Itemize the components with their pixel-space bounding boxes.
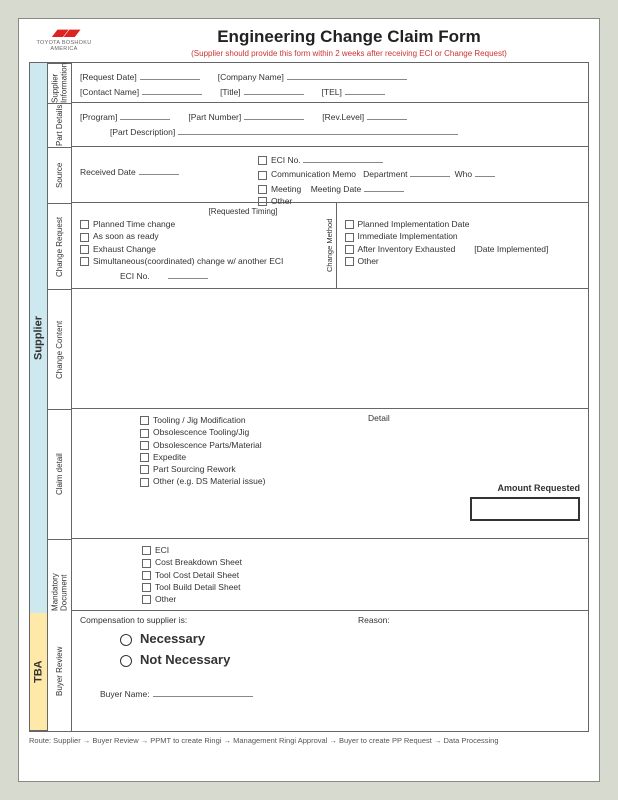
checkbox-planned-time[interactable] [80, 220, 89, 229]
checkbox-doc-eci[interactable] [142, 546, 151, 555]
amount-requested-label: Amount Requested [368, 483, 580, 493]
checkbox-method-other[interactable] [345, 257, 354, 266]
checkbox-after-inventory[interactable] [345, 245, 354, 254]
checkbox-eci-no[interactable] [258, 156, 267, 165]
page-title: Engineering Change Claim Form [109, 27, 589, 47]
route-footer: Route: Supplier → Buyer Review → PPMT to… [29, 736, 589, 745]
row-part-details: [Program] [Part Number] [Rev.Level] [Par… [72, 103, 588, 147]
logo: ▰▰ TOYOTA BOSHOKU AMERICA [29, 27, 99, 52]
field-part-description[interactable]: [Part Description] [110, 125, 458, 137]
checkbox-immediate[interactable] [345, 233, 354, 242]
checkbox-doc-tool-cost[interactable] [142, 571, 151, 580]
role-strip: Supplier TBA [30, 63, 48, 731]
checkbox-simultaneous[interactable] [80, 257, 89, 266]
slabel-source: Source [48, 147, 71, 203]
checkbox-exhaust[interactable] [80, 245, 89, 254]
form-page: ▰▰ TOYOTA BOSHOKU AMERICA Engineering Ch… [18, 18, 600, 782]
field-part-number[interactable]: [Part Number] [188, 110, 304, 122]
reason-label: Reason: [358, 615, 580, 625]
radio-not-necessary[interactable] [120, 655, 132, 667]
section-labels: Supplier Information Part Details Source… [48, 63, 72, 731]
supplier-strip: Supplier [30, 63, 47, 613]
detail-label: Detail [368, 413, 580, 423]
radio-necessary[interactable] [120, 634, 132, 646]
checkbox-obs-tooling[interactable] [140, 429, 149, 438]
logo-mark: ▰▰ [29, 27, 99, 38]
field-program[interactable]: [Program] [80, 110, 170, 122]
form-grid: Supplier TBA Supplier Information Part D… [29, 62, 589, 732]
row-change-content[interactable] [72, 289, 588, 409]
row-claim-detail: Tooling / Jig Modification Obsolescence … [72, 409, 588, 539]
field-rev-level[interactable]: [Rev.Level] [322, 110, 407, 122]
slabel-supplier-info: Supplier Information [48, 63, 71, 103]
checkbox-meeting[interactable] [258, 185, 267, 194]
row-supplier-info: [Request Date] [Company Name] [Contact N… [72, 63, 588, 103]
checkbox-tooling-mod[interactable] [140, 416, 149, 425]
checkbox-expedite[interactable] [140, 453, 149, 462]
row-mandatory-doc: ECI Cost Breakdown Sheet Tool Cost Detai… [72, 539, 588, 611]
row-buyer-review: Compensation to supplier is: Necessary N… [72, 611, 588, 731]
slabel-mandatory-doc: Mandatory Document [48, 539, 71, 611]
tba-strip: TBA [30, 613, 47, 731]
checkbox-obs-parts[interactable] [140, 441, 149, 450]
field-request-date[interactable]: [Request Date] [80, 70, 200, 82]
checkbox-claim-other[interactable] [140, 478, 149, 487]
checkbox-doc-other[interactable] [142, 595, 151, 604]
field-received-date[interactable]: Received Date [80, 165, 179, 177]
checkbox-planned-impl[interactable] [345, 220, 354, 229]
checkbox-comm-memo[interactable] [258, 171, 267, 180]
field-contact-name[interactable]: [Contact Name] [80, 85, 202, 97]
slabel-claim-detail: Claim detail [48, 409, 71, 539]
rows: [Request Date] [Company Name] [Contact N… [72, 63, 588, 731]
checkbox-doc-cost-breakdown[interactable] [142, 559, 151, 568]
amount-requested-input[interactable] [470, 497, 580, 521]
slabel-change-content: Change Content [48, 289, 71, 409]
checkbox-doc-tool-build[interactable] [142, 583, 151, 592]
field-tel[interactable]: [TEL] [322, 85, 385, 97]
slabel-buyer-review: Buyer Review [48, 611, 71, 731]
header: ▰▰ TOYOTA BOSHOKU AMERICA Engineering Ch… [29, 27, 589, 58]
page-subtitle: (Supplier should provide this form withi… [109, 49, 589, 58]
field-title[interactable]: [Title] [220, 85, 303, 97]
field-company-name[interactable]: [Company Name] [218, 70, 407, 82]
slabel-change-request: Change Request [48, 203, 71, 289]
field-buyer-name[interactable]: Buyer Name: [100, 687, 253, 699]
logo-brand-text: TOYOTA BOSHOKU AMERICA [29, 40, 99, 52]
requested-timing-title: [Requested Timing] [80, 207, 318, 216]
checkbox-sourcing-rework[interactable] [140, 465, 149, 474]
change-method-vlabel: Change Method [323, 203, 337, 288]
compensation-label: Compensation to supplier is: [80, 615, 344, 625]
row-source: Received Date ECI No. Communication Memo… [72, 147, 588, 203]
title-block: Engineering Change Claim Form (Supplier … [109, 27, 589, 58]
slabel-part-details: Part Details [48, 103, 71, 147]
row-change-request: [Requested Timing] Planned Time change A… [72, 203, 588, 289]
checkbox-asap[interactable] [80, 233, 89, 242]
